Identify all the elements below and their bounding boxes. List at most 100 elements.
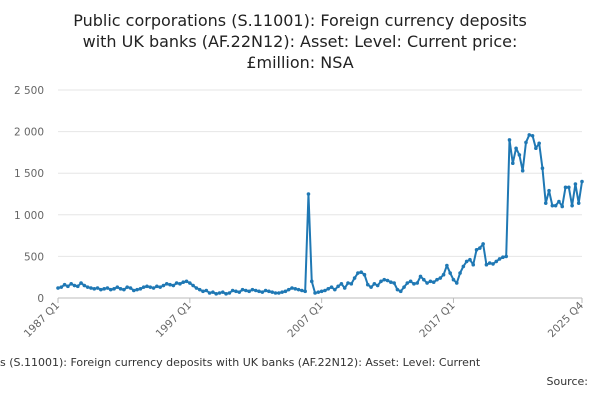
- x-axis: 1987 Q1 1997 Q1 2007 Q1 2017 Q1 2025 Q4: [22, 297, 587, 340]
- data-point: [329, 285, 334, 289]
- data-point: [405, 281, 410, 285]
- data-point: [510, 161, 515, 166]
- data-point: [227, 291, 232, 295]
- data-point: [372, 282, 377, 286]
- data-point: [527, 133, 532, 137]
- y-tick-label: 500: [24, 251, 44, 263]
- data-point: [253, 288, 258, 293]
- data-point: [530, 133, 535, 138]
- data-point: [300, 288, 304, 293]
- y-tick-label: 0: [37, 293, 44, 305]
- data-point: [534, 146, 538, 151]
- data-point: [62, 282, 67, 287]
- data-point: [537, 141, 541, 146]
- data-point: [201, 289, 205, 294]
- data-point: [445, 263, 449, 268]
- data-point: [487, 261, 492, 265]
- data-point: [135, 287, 139, 292]
- data-point: [174, 281, 179, 285]
- data-point: [540, 166, 545, 171]
- data-point: [267, 289, 271, 294]
- data-point: [520, 168, 525, 173]
- x-tick-label: 2025 Q4: [546, 299, 587, 340]
- data-point: [244, 288, 248, 293]
- data-point: [504, 254, 509, 259]
- data-point: [392, 281, 396, 285]
- data-point: [131, 288, 136, 293]
- data-point: [408, 279, 413, 284]
- data-point: [458, 271, 462, 275]
- y-tick-label: 1 500: [14, 168, 44, 180]
- data-point: [125, 285, 130, 289]
- data-point: [402, 285, 406, 289]
- data-point: [112, 287, 116, 291]
- data-point: [567, 185, 571, 190]
- data-point: [547, 188, 551, 193]
- data-point: [580, 179, 584, 184]
- data-point: [494, 259, 499, 264]
- data-point: [247, 289, 251, 294]
- data-point: [72, 283, 77, 288]
- data-point: [207, 291, 212, 295]
- data-point: [115, 285, 120, 289]
- data-point: [148, 285, 153, 289]
- data-point: [576, 201, 581, 205]
- data-point: [204, 288, 209, 293]
- data-point: [75, 284, 80, 289]
- data-point: [171, 283, 176, 288]
- data-point: [316, 290, 321, 294]
- data-point: [326, 287, 331, 291]
- data-point: [260, 290, 265, 294]
- data-point: [99, 287, 103, 292]
- data-point: [257, 289, 261, 294]
- data-point: [557, 199, 561, 204]
- data-point: [168, 282, 172, 287]
- data-point: [471, 262, 476, 267]
- data-point: [484, 262, 489, 267]
- data-point: [188, 281, 192, 285]
- data-point: [69, 282, 73, 286]
- x-tick-label: 2017 Q1: [417, 300, 457, 340]
- data-point: [412, 282, 416, 286]
- data-point: [428, 279, 433, 284]
- data-point: [217, 291, 222, 295]
- data-point: [395, 287, 400, 292]
- data-point: [197, 287, 202, 292]
- y-tick-label: 1 000: [14, 210, 44, 222]
- data-point: [303, 289, 307, 294]
- data-point: [501, 255, 505, 260]
- data-point: [524, 140, 528, 145]
- data-point: [481, 242, 485, 246]
- data-point: [573, 182, 578, 186]
- data-point: [161, 283, 166, 288]
- data-point: [389, 280, 393, 284]
- data-point: [105, 286, 110, 290]
- data-point: [339, 282, 344, 286]
- data-point: [435, 277, 439, 282]
- data-point: [237, 290, 242, 294]
- legend: s (S.11001): Foreign currency deposits w…: [0, 356, 588, 388]
- data-point: [158, 285, 162, 289]
- data-point: [517, 153, 522, 157]
- data-point: [441, 272, 446, 277]
- data-point: [214, 292, 218, 296]
- data-point: [491, 262, 495, 266]
- data-point: [56, 286, 60, 290]
- data-point: [375, 283, 380, 288]
- chart-title-line-3: £million: NSA: [246, 53, 353, 72]
- data-point: [323, 288, 327, 293]
- y-tick-label: 2 000: [14, 127, 44, 139]
- data-point: [507, 138, 512, 142]
- data-point: [418, 274, 423, 279]
- data-point: [382, 277, 387, 282]
- data-point: [89, 286, 93, 290]
- data-point: [79, 281, 83, 285]
- data-point: [464, 259, 469, 264]
- series-line: [56, 133, 584, 296]
- data-point: [362, 272, 367, 277]
- data-point: [352, 276, 357, 280]
- data-point: [563, 185, 568, 190]
- data-point: [66, 284, 70, 289]
- data-point: [474, 247, 479, 252]
